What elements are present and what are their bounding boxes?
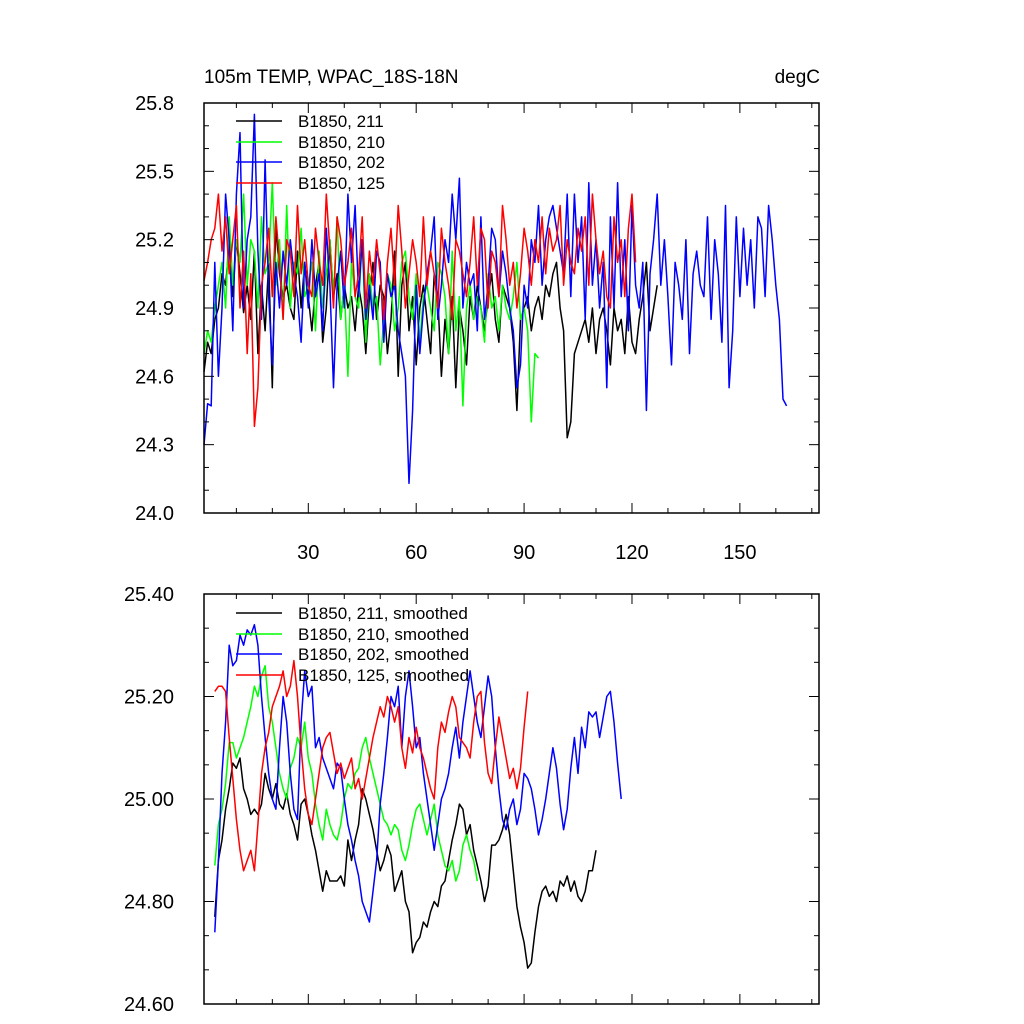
- top-ytick-label: 24.6: [135, 366, 174, 388]
- top-ytick-label: 24.9: [135, 298, 174, 320]
- top-xtick-label: 30: [297, 542, 319, 564]
- legend-label-top-125: B1850, 125: [298, 174, 385, 193]
- top-axis-ticks: 24.0 24.3 24.6 24.9 25.2 25.5 25.8 30 60 90 120 150: [135, 93, 819, 564]
- top-ytick-label: 25.8: [135, 93, 174, 115]
- top-ytick-label: 24.0: [135, 503, 174, 525]
- legend-label-top-210: B1850, 210: [298, 133, 385, 152]
- top-series-line-2: [203, 181, 540, 423]
- top-ytick-label: 25.2: [135, 230, 174, 252]
- bottom-ytick-label: 25.40: [124, 584, 174, 606]
- bottom-ytick-label: 25.00: [124, 789, 174, 811]
- bottom-series-line-3: [214, 623, 622, 933]
- bottom-legend: B1850, 211, smoothed B1850, 210, smoothe…: [236, 604, 469, 685]
- bottom-ytick-label: 24.80: [124, 892, 174, 914]
- top-ytick-label: 24.3: [135, 435, 174, 457]
- top-series-group: [203, 113, 788, 485]
- bottom-panel: 24.60 24.80 25.00 25.20 25.40 B1850, 211, sm…: [124, 584, 820, 1016]
- legend-label-bottom-210: B1850, 210, smoothed: [298, 625, 469, 644]
- bottom-axis-ticks: 24.60 24.80 25.00 25.20 25.40: [124, 584, 819, 1016]
- top-chart-units: degC: [775, 67, 820, 88]
- top-ytick-label: 25.5: [135, 161, 174, 183]
- top-xtick-label: 90: [513, 542, 535, 564]
- top-series-line-3: [203, 113, 788, 485]
- legend-label-top-211: B1850, 211: [298, 112, 384, 131]
- bottom-ytick-label: 24.60: [124, 994, 174, 1016]
- bottom-plot-frame: [203, 593, 820, 1005]
- legend-label-bottom-202: B1850, 202, smoothed: [298, 645, 469, 664]
- bottom-series-line-4: [214, 659, 529, 872]
- top-panel: 105m TEMP, WPAC_18S-18N degC 24.024.324.…: [135, 67, 820, 564]
- bottom-ytick-label: 25.20: [124, 687, 174, 709]
- legend-label-top-202: B1850, 202: [298, 153, 385, 172]
- top-series-line-4: [203, 193, 637, 428]
- top-xtick-label: 150: [723, 542, 756, 564]
- bottom-series-group: [214, 623, 622, 969]
- legend-label-bottom-211: B1850, 211, smoothed: [298, 604, 468, 623]
- bottom-series-line-2: [214, 664, 479, 882]
- top-chart-title: 105m TEMP, WPAC_18S-18N: [204, 67, 459, 88]
- top-xtick-label: 60: [405, 542, 427, 564]
- top-legend: B1850, 211 B1850, 210 B1850, 202 B1850, …: [236, 112, 385, 193]
- legend-label-bottom-125: B1850, 125, smoothed: [298, 666, 469, 685]
- bottom-series-line-1: [214, 757, 597, 969]
- top-xtick-label: 120: [615, 542, 648, 564]
